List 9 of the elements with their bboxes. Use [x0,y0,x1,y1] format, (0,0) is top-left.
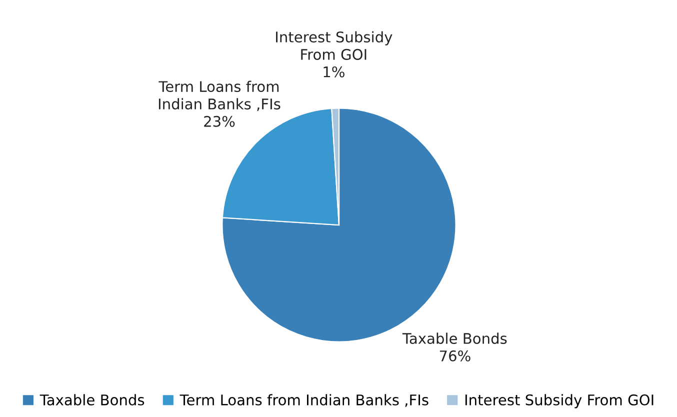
data-label: 1% [324,66,344,78]
slice-label: Term Loans from Indian Banks ,FIs [158,80,280,111]
legend-label: Term Loans from Indian Banks ,FIs [180,394,428,407]
legend-label: Taxable Bonds [40,394,144,406]
slice-label: Interest Subsidy From GOI [276,31,392,60]
data-label: 23% [204,116,235,127]
legend-label: Interest Subsidy From GOI [465,394,654,408]
data-label: 76% [440,350,470,362]
slice-label: Taxable Bonds [402,332,507,344]
